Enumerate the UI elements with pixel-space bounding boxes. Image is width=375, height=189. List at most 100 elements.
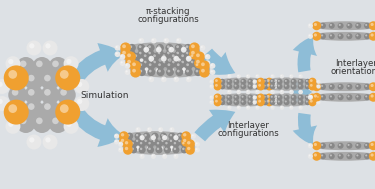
Circle shape [278,96,280,98]
Circle shape [317,80,319,82]
Circle shape [122,51,126,55]
Circle shape [309,85,310,87]
Circle shape [28,89,34,96]
Circle shape [119,137,129,147]
Circle shape [140,148,142,150]
Circle shape [174,142,176,144]
Circle shape [329,94,335,100]
Circle shape [201,46,203,48]
Circle shape [285,85,287,87]
Circle shape [258,95,261,98]
Circle shape [370,84,374,87]
Circle shape [308,82,316,91]
Circle shape [133,53,141,61]
Circle shape [299,106,301,108]
Circle shape [233,79,239,85]
Circle shape [289,90,294,94]
Circle shape [44,103,51,110]
Circle shape [12,103,18,110]
Circle shape [270,90,275,94]
Circle shape [317,101,319,102]
Circle shape [299,75,301,77]
Circle shape [270,105,275,110]
Circle shape [57,71,76,90]
Circle shape [248,94,254,101]
Circle shape [166,68,174,76]
Circle shape [370,153,374,156]
Circle shape [233,99,239,105]
Circle shape [234,96,237,98]
Circle shape [330,34,332,36]
Circle shape [153,134,155,136]
Circle shape [185,68,193,76]
Circle shape [135,132,142,140]
Circle shape [8,59,14,64]
Circle shape [77,99,82,104]
Circle shape [249,100,250,102]
Circle shape [196,70,198,72]
Circle shape [36,60,43,67]
Circle shape [182,142,184,144]
Circle shape [172,61,175,64]
Circle shape [330,24,332,26]
Circle shape [64,56,79,71]
Circle shape [280,91,282,92]
Ellipse shape [214,78,273,90]
Circle shape [139,45,141,48]
Circle shape [130,141,137,148]
Circle shape [156,67,162,73]
Circle shape [40,85,60,105]
Circle shape [129,52,132,54]
Circle shape [116,52,118,54]
Circle shape [365,144,367,146]
Circle shape [228,100,230,102]
Circle shape [298,84,304,89]
Circle shape [173,135,178,140]
Circle shape [60,104,69,113]
Circle shape [130,60,141,71]
Circle shape [201,69,205,73]
Circle shape [317,96,319,98]
Circle shape [153,61,156,64]
Circle shape [162,57,164,59]
Circle shape [256,91,258,92]
Circle shape [234,85,237,87]
Circle shape [181,131,191,141]
Circle shape [254,96,255,98]
Circle shape [164,38,169,43]
Circle shape [187,147,190,150]
Circle shape [158,63,161,66]
Circle shape [142,53,150,61]
Circle shape [128,140,130,142]
Circle shape [8,104,17,113]
Circle shape [284,99,290,105]
Circle shape [177,39,179,41]
Circle shape [277,99,282,105]
Circle shape [33,57,51,76]
Circle shape [314,33,317,36]
Circle shape [261,84,267,89]
Circle shape [299,91,301,92]
Circle shape [170,53,178,61]
Circle shape [277,84,282,89]
Circle shape [370,94,374,98]
Circle shape [249,85,250,87]
Circle shape [226,79,232,85]
Circle shape [155,141,163,148]
Circle shape [182,69,184,70]
Circle shape [261,94,267,101]
Circle shape [140,63,142,66]
Circle shape [312,93,321,102]
Circle shape [271,80,273,82]
Circle shape [120,43,131,53]
Circle shape [157,148,159,150]
Circle shape [174,136,176,138]
Ellipse shape [312,94,375,101]
Circle shape [321,34,323,36]
Circle shape [122,44,126,48]
Circle shape [186,56,192,61]
Circle shape [280,106,282,108]
Circle shape [49,114,68,133]
Circle shape [152,53,160,61]
Circle shape [237,105,241,110]
